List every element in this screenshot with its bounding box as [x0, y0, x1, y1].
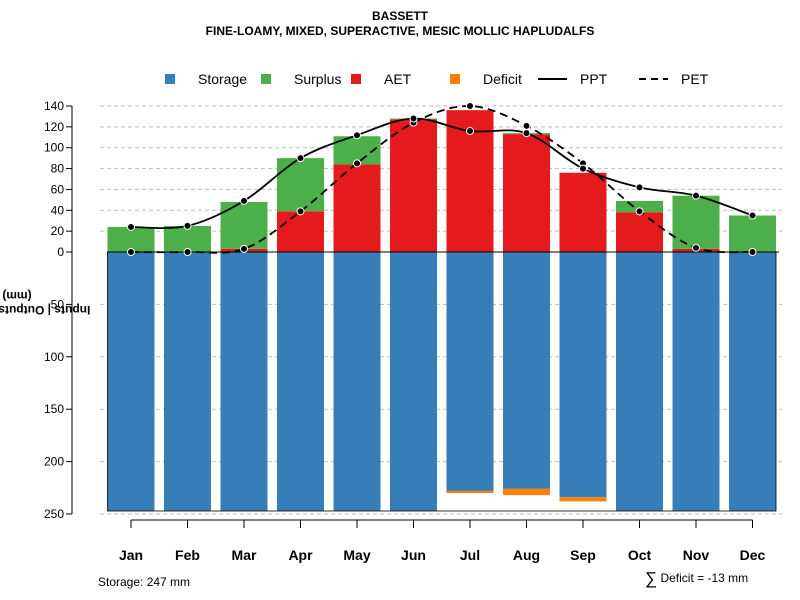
- bar-storage: [107, 252, 155, 511]
- pet-point: [296, 207, 305, 216]
- ppt-point: [522, 129, 531, 138]
- bar-surplus: [277, 158, 324, 212]
- y-tick-label-upper: 140: [44, 99, 64, 113]
- bar-aet: [277, 211, 324, 252]
- bar-storage: [672, 252, 720, 511]
- ppt-point: [183, 221, 192, 230]
- storage-note: Storage: 247 mm: [98, 575, 191, 589]
- y-axis-label-text: Inputs | Outputs | Storage: [0, 303, 91, 317]
- y-tick-label-upper: 0: [57, 245, 64, 259]
- bar-aet: [559, 172, 607, 252]
- y-tick-label-upper: 40: [51, 203, 65, 217]
- pet-point: [183, 248, 192, 256]
- bar-aet: [390, 119, 437, 252]
- x-tick-label: Nov: [683, 547, 710, 563]
- pet-point: [240, 244, 248, 253]
- bar-surplus: [616, 200, 663, 213]
- y-tick-label-upper: 120: [44, 120, 64, 134]
- deficit-note-text: Deficit = -13 mm: [660, 571, 749, 585]
- pet-point: [353, 159, 361, 168]
- bar-surplus: [672, 195, 720, 249]
- y-tick-label-upper: 100: [44, 141, 64, 155]
- bar-surplus: [220, 201, 268, 249]
- legend-label-pet: PET: [681, 71, 709, 87]
- ppt-point: [635, 183, 644, 192]
- bar-storage: [503, 252, 550, 489]
- bar-deficit: [503, 488, 550, 496]
- legend-label-deficit: Deficit: [483, 71, 522, 87]
- bar-storage: [559, 252, 607, 498]
- ppt-point: [748, 211, 757, 220]
- ppt-point: [296, 154, 305, 163]
- x-tick-label: Aug: [513, 547, 540, 563]
- y-tick-label-upper: 20: [51, 224, 65, 238]
- pet-point: [748, 248, 757, 256]
- legend-swatch-deficit: [450, 74, 460, 84]
- deficit-note: ∑ Deficit = -13 mm: [645, 569, 748, 589]
- ppt-point: [692, 191, 700, 200]
- bar-storage: [333, 252, 381, 511]
- x-tick-label: May: [343, 547, 370, 563]
- ppt-point: [579, 164, 587, 173]
- y-tick-label-lower: 200: [44, 455, 64, 469]
- bar-surplus: [107, 226, 155, 252]
- x-tick-label: Jul: [460, 547, 480, 563]
- bar-storage: [729, 252, 776, 511]
- bar-storage: [220, 252, 268, 511]
- storage-frame: [107, 251, 777, 512]
- chart-subtitle: FINE-LOAMY, MIXED, SUPERACTIVE, MESIC MO…: [205, 24, 595, 38]
- legend-swatch-aet: [351, 74, 361, 84]
- x-tick-label: Apr: [288, 547, 313, 563]
- bar-surplus: [729, 215, 776, 252]
- legend-label-ppt: PPT: [580, 71, 608, 87]
- x-tick-label: Oct: [628, 547, 652, 563]
- y-axis-label-unit: (mm): [2, 289, 32, 303]
- y-tick-label-lower: 100: [44, 350, 64, 364]
- ppt-point: [353, 131, 361, 140]
- x-tick-label: Jun: [401, 547, 426, 563]
- pet-point: [466, 102, 474, 110]
- x-tick-label: Mar: [232, 547, 257, 563]
- ppt-point: [409, 114, 418, 123]
- sigma-symbol: ∑: [645, 569, 658, 588]
- bar-storage: [277, 252, 324, 511]
- pet-point: [522, 121, 531, 130]
- bar-aet: [333, 164, 381, 252]
- pet-line: [130, 105, 753, 254]
- chart-title: BASSETT: [371, 9, 428, 23]
- legend-label-surplus: Surplus: [294, 71, 341, 87]
- y-tick-label-lower: 50: [51, 297, 65, 311]
- legend-label-aet: AET: [384, 71, 412, 87]
- legend-swatch-surplus: [261, 74, 271, 84]
- x-tick-label: Dec: [740, 547, 766, 563]
- x-tick-label: Sep: [570, 547, 596, 563]
- pet-point: [635, 207, 644, 216]
- pet-point: [692, 243, 700, 252]
- bar-storage: [446, 252, 494, 491]
- bar-deficit: [559, 497, 607, 502]
- x-tick-label: Feb: [175, 547, 200, 563]
- ppt-point: [127, 222, 135, 231]
- y-tick-label-upper: 60: [51, 182, 65, 196]
- legend-swatch-storage: [165, 74, 175, 84]
- x-tick-label: Jan: [119, 547, 143, 563]
- bar-deficit: [446, 490, 494, 494]
- ppt-point: [466, 127, 474, 136]
- bar-storage: [390, 252, 437, 511]
- ppt-point: [240, 196, 248, 205]
- bar-surplus: [164, 225, 211, 252]
- bar-storage: [616, 252, 663, 511]
- y-tick-label-lower: 150: [44, 402, 64, 416]
- y-tick-label-lower: 250: [44, 507, 64, 521]
- bar-storage: [164, 252, 211, 511]
- y-tick-label-upper: 80: [51, 162, 65, 176]
- pet-point: [127, 248, 135, 256]
- bar-aet: [503, 134, 550, 252]
- bar-aet: [616, 212, 663, 252]
- legend-label-storage: Storage: [198, 71, 247, 87]
